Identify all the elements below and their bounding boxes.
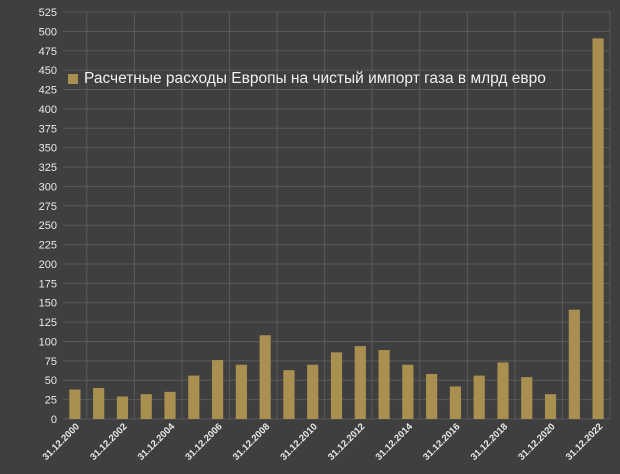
legend: Расчетные расходы Европы на чистый импор… <box>68 70 546 88</box>
x-tick-label: 31.12.2020 <box>516 421 557 462</box>
y-tick-label: 175 <box>39 278 57 290</box>
gridlines <box>63 11 611 420</box>
bar-31.12.2006 <box>211 360 224 419</box>
y-tick-label: 150 <box>39 298 57 310</box>
y-axis-tick-labels: 0 25 50 75 100 125 150 175 200 225 250 275 300 325 350… <box>39 7 57 426</box>
y-tick-label: 525 <box>39 7 57 19</box>
bar-31.12.2008 <box>259 335 271 419</box>
bar-31.12.2021 <box>568 309 580 419</box>
x-tick-label: 31.12.2014 <box>374 421 416 463</box>
x-tick-label: 31.12.2022 <box>564 421 605 462</box>
y-tick-label: 400 <box>39 104 57 116</box>
y-tick-label: 75 <box>45 356 57 368</box>
y-tick-label: 100 <box>39 336 57 348</box>
y-tick-label: 450 <box>39 65 57 77</box>
y-tick-label: 475 <box>39 46 57 58</box>
bar-31.12.2010 <box>307 364 319 419</box>
bar-31.12.2015 <box>426 374 438 419</box>
bar-31.12.2011 <box>330 352 343 419</box>
legend-swatch <box>68 74 78 84</box>
x-tick-label: 31.12.2002 <box>88 421 129 462</box>
bar-31.12.2007 <box>235 364 247 419</box>
y-tick-label: 500 <box>39 26 57 38</box>
y-tick-label: 300 <box>39 181 57 193</box>
x-tick-label: 31.12.2004 <box>136 421 178 463</box>
y-tick-label: 375 <box>39 123 57 135</box>
x-tick-label: 31.12.2000 <box>41 421 82 462</box>
y-tick-label: 425 <box>39 85 57 97</box>
bar-31.12.2016 <box>449 386 462 419</box>
y-tick-label: 50 <box>45 375 57 387</box>
y-tick-label: 250 <box>39 220 57 232</box>
x-tick-label: 31.12.2018 <box>469 421 510 462</box>
bar-31.12.2000 <box>69 389 81 419</box>
y-tick-label: 0 <box>51 414 57 426</box>
bar-31.12.2001 <box>93 387 105 419</box>
bar-31.12.2017 <box>473 375 485 419</box>
bar-31.12.2022 <box>592 38 604 420</box>
y-tick-label: 125 <box>39 317 57 329</box>
y-tick-label: 325 <box>39 162 57 174</box>
x-tick-label: 31.12.2012 <box>326 421 367 462</box>
x-tick-label: 31.12.2008 <box>231 421 272 462</box>
legend-label: Расчетные расходы Европы на чистый импор… <box>84 70 546 87</box>
bars <box>69 38 604 420</box>
bar-31.12.2009 <box>283 370 295 419</box>
x-tick-label: 31.12.2006 <box>183 421 224 462</box>
bar-31.12.2002 <box>116 396 129 419</box>
x-tick-label: 31.12.2010 <box>278 421 319 462</box>
y-tick-label: 25 <box>45 395 57 407</box>
bar-31.12.2005 <box>188 375 200 419</box>
bar-31.12.2013 <box>378 350 390 419</box>
bar-31.12.2012 <box>354 346 366 419</box>
bar-31.12.2019 <box>521 377 533 419</box>
y-tick-label: 200 <box>39 259 57 271</box>
bar-31.12.2014 <box>402 364 414 419</box>
x-tick-label: 31.12.2016 <box>421 421 462 462</box>
bar-31.12.2004 <box>164 391 176 419</box>
bar-31.12.2020 <box>544 394 557 419</box>
x-axis-tick-labels: 31.12.2000 31.12.2002 31.12.2004 31.12.2006… <box>41 421 606 463</box>
bar-31.12.2003 <box>140 394 152 419</box>
y-tick-label: 275 <box>39 201 57 213</box>
y-tick-label: 350 <box>39 143 57 155</box>
y-tick-label: 225 <box>39 240 57 252</box>
bar-31.12.2018 <box>497 362 509 419</box>
